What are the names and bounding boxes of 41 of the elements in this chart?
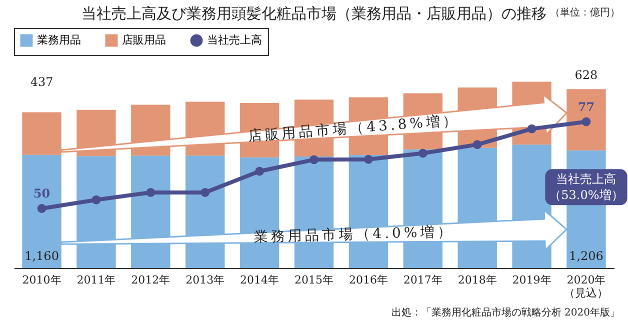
point — [200, 188, 210, 197]
point — [582, 117, 591, 126]
text: （単位：億円） — [550, 6, 620, 19]
point — [146, 188, 156, 197]
x-tick-label: 2016年 — [348, 274, 388, 286]
point — [364, 154, 373, 164]
point — [37, 204, 46, 213]
point — [310, 155, 318, 164]
point — [418, 148, 428, 158]
annotation: 店販用品市場（43.8%増） — [247, 112, 461, 145]
data-label: 628 — [574, 68, 598, 82]
x-tick-label: 2020年（見込） — [564, 274, 608, 300]
x-tick-label: 2013年 — [186, 274, 225, 286]
legend-label: 業務用品 — [37, 34, 81, 47]
bar — [566, 89, 606, 150]
x-tick-label: 2010年 — [22, 274, 62, 286]
point — [255, 166, 264, 176]
x-tick-label: 2015年 — [294, 274, 334, 286]
point — [472, 140, 482, 150]
data-label: 437 — [30, 75, 54, 89]
bar — [22, 112, 62, 155]
x-tick-label: 2017年 — [403, 274, 442, 286]
point — [527, 124, 536, 134]
x-tick-label: 2018年 — [458, 274, 497, 286]
text: 出処：「業務用化粧品市場の戦略分析 2020年版」 — [391, 306, 620, 319]
legend-label: 当社売上高 — [207, 34, 262, 47]
annotation: 業務用品市場（4.0%増） — [253, 223, 454, 246]
data-label: 50 — [33, 186, 50, 201]
x-tick-label: 2014年 — [240, 274, 280, 286]
bar — [22, 154, 62, 268]
legend-label: 店販用品 — [122, 34, 166, 47]
data-label: 1,160 — [24, 249, 59, 263]
point — [92, 195, 101, 204]
chart-title: 当社売上高及び業務用頭髪化粧品市場（業務用品・店販用品）の推移 — [82, 4, 546, 22]
data-label: 1,206 — [569, 249, 604, 263]
x-tick-label: 2011年 — [76, 274, 116, 286]
data-label: 77 — [578, 100, 595, 114]
bar — [76, 156, 116, 268]
x-tick-label: 2012年 — [131, 274, 170, 286]
x-tick-label: 2019年 — [512, 274, 552, 286]
callout-box: 当社売上高（53.0%増） — [545, 169, 628, 206]
